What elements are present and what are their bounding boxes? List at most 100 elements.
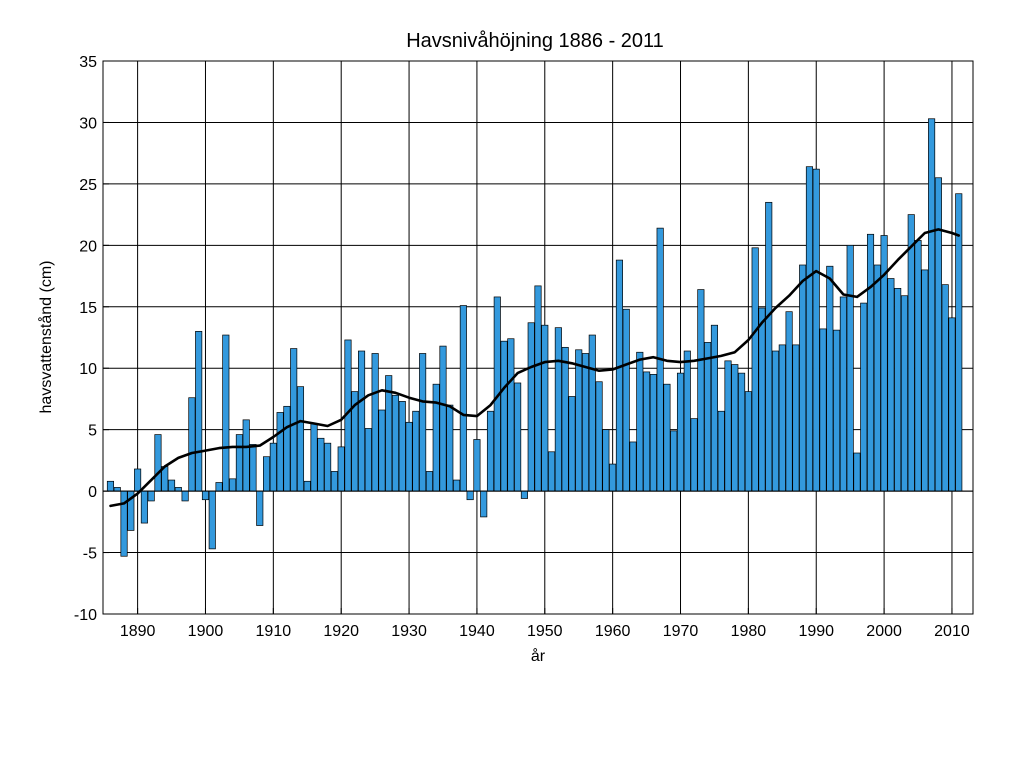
x-tick-label: 1990 bbox=[798, 623, 834, 640]
bar bbox=[561, 346, 569, 492]
bar bbox=[724, 360, 732, 492]
x-tick-label: 1980 bbox=[731, 623, 767, 640]
x-tick-label: 1960 bbox=[595, 623, 631, 640]
x-tick-label: 1910 bbox=[256, 623, 292, 640]
bar bbox=[358, 350, 366, 492]
y-tick-label: -10 bbox=[74, 607, 97, 624]
bar bbox=[833, 329, 841, 492]
bar bbox=[663, 383, 671, 492]
bar bbox=[765, 201, 773, 492]
bar bbox=[826, 265, 834, 492]
bar bbox=[792, 344, 800, 492]
bar bbox=[269, 442, 277, 492]
y-axis-label: havsvattenstånd (cm) bbox=[37, 261, 55, 414]
bar bbox=[928, 118, 936, 492]
bar bbox=[609, 463, 617, 492]
bar bbox=[195, 331, 203, 492]
bar bbox=[629, 441, 637, 492]
bar bbox=[439, 345, 447, 492]
bar bbox=[636, 351, 644, 492]
bar bbox=[921, 269, 929, 492]
bar bbox=[432, 383, 440, 492]
x-tick-label: 1940 bbox=[459, 623, 495, 640]
bar bbox=[554, 327, 562, 492]
bar bbox=[934, 177, 942, 492]
bar bbox=[785, 311, 793, 492]
bar bbox=[229, 478, 237, 492]
bar bbox=[419, 353, 427, 492]
bar bbox=[941, 284, 949, 492]
bar bbox=[812, 168, 820, 492]
bar bbox=[751, 247, 759, 492]
bar bbox=[174, 487, 182, 492]
bar bbox=[181, 490, 189, 502]
y-tick-label: 5 bbox=[88, 423, 97, 440]
bar bbox=[276, 412, 284, 492]
bar bbox=[643, 371, 651, 492]
bar bbox=[317, 437, 325, 492]
bar bbox=[324, 442, 332, 492]
bar bbox=[459, 305, 467, 492]
bar bbox=[296, 386, 305, 492]
bar bbox=[873, 264, 881, 492]
bar bbox=[819, 328, 827, 492]
bar bbox=[310, 423, 318, 492]
y-tick-label: 10 bbox=[79, 361, 97, 378]
bar bbox=[242, 419, 250, 492]
x-tick-label: 1920 bbox=[323, 623, 359, 640]
trend-line bbox=[109, 228, 961, 508]
y-tick-label: -5 bbox=[83, 546, 97, 563]
bar bbox=[446, 404, 454, 492]
bar bbox=[731, 364, 739, 492]
x-tick-label: 1970 bbox=[663, 623, 699, 640]
bar bbox=[676, 372, 685, 492]
ticks-layer: -10 -5 0 5 10 15 20 25 30 35 1890 1900 1910 1920 1930 1… bbox=[74, 54, 970, 640]
bar bbox=[235, 434, 243, 492]
bar bbox=[113, 487, 121, 492]
bar bbox=[805, 166, 813, 492]
bar bbox=[215, 482, 223, 492]
x-tick-label: 2000 bbox=[866, 623, 902, 640]
bar bbox=[710, 324, 718, 492]
bar bbox=[758, 307, 766, 492]
bar bbox=[303, 480, 311, 492]
bar bbox=[866, 233, 875, 492]
bar bbox=[575, 349, 583, 492]
bar bbox=[948, 317, 956, 492]
bar bbox=[887, 278, 895, 492]
bar bbox=[548, 451, 556, 492]
bar bbox=[683, 350, 691, 492]
bar bbox=[649, 374, 657, 492]
bar bbox=[799, 264, 807, 492]
bar bbox=[839, 296, 847, 492]
y-tick-label: 0 bbox=[88, 484, 97, 501]
x-tick-label: 1950 bbox=[527, 623, 563, 640]
bar bbox=[134, 468, 142, 492]
bar bbox=[371, 353, 379, 492]
bar bbox=[615, 259, 623, 492]
y-tick-label: 20 bbox=[79, 238, 97, 255]
bar bbox=[201, 490, 210, 501]
bar bbox=[453, 479, 461, 492]
bar bbox=[778, 344, 786, 492]
bar bbox=[208, 490, 216, 550]
grid-layer bbox=[103, 60, 973, 615]
bar bbox=[480, 490, 488, 518]
bar bbox=[256, 490, 264, 526]
x-tick-label: 2010 bbox=[934, 623, 970, 640]
bar bbox=[704, 342, 712, 492]
bar bbox=[486, 410, 495, 492]
bar bbox=[670, 430, 678, 492]
bar bbox=[595, 381, 603, 492]
chart-title: Havsnivåhöjning 1886 - 2011 bbox=[406, 30, 664, 52]
bar bbox=[900, 295, 908, 492]
y-tick-label: 30 bbox=[79, 115, 97, 132]
bar bbox=[473, 439, 481, 492]
bar bbox=[405, 421, 413, 492]
bar bbox=[106, 480, 115, 492]
bar bbox=[527, 322, 535, 492]
bar bbox=[188, 397, 196, 492]
bar bbox=[581, 353, 590, 492]
bar bbox=[168, 479, 176, 492]
